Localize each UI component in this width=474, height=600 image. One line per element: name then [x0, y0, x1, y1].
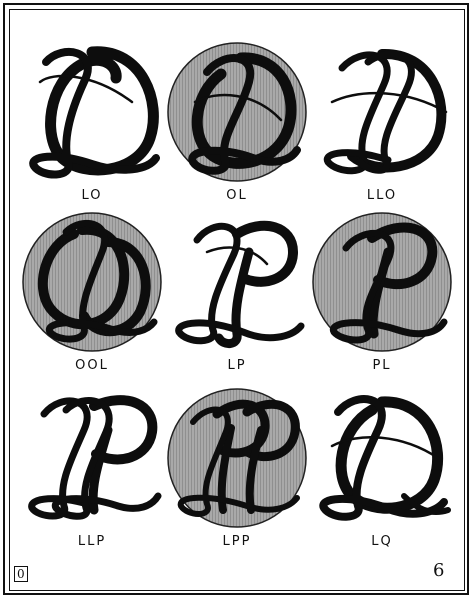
monogram-lpp-artwork: [167, 388, 307, 528]
monogram-cell-lq: LQ: [310, 388, 454, 568]
plate-number: 6: [433, 560, 445, 581]
monogram-llo-artwork: [323, 48, 448, 175]
monogram-pl-artwork: [312, 212, 452, 352]
monogram-cell-ool: OOL: [20, 212, 164, 392]
monogram-label: LLO: [366, 188, 398, 203]
flourish-stroke: [193, 93, 283, 122]
plate-mark-left: 0: [14, 566, 28, 582]
monogram-label: LQ: [371, 534, 393, 549]
flourish-stroke: [205, 246, 269, 266]
flourish-stroke: [330, 436, 440, 460]
monogram-cell-llo: LLO: [310, 42, 454, 222]
monogram-cell-lpp: LPP: [165, 388, 309, 568]
monogram-lp-artwork: [175, 220, 305, 348]
monogram-cell-llp: LLP: [20, 388, 164, 568]
letter-l-stroke: [177, 406, 300, 517]
monogram-lq-artwork: [319, 395, 451, 521]
monogram-lo-artwork: [29, 46, 160, 179]
flourish-stroke: [38, 74, 134, 104]
letter-l-stroke: [51, 397, 162, 520]
shaded-disc: [167, 388, 307, 528]
letter-p-bowl: [212, 399, 270, 458]
letter-l-stroke: [323, 51, 392, 175]
letter-p-bowl: [89, 395, 158, 465]
monogram-llp-artwork: [28, 395, 162, 520]
letter-p-stem: [245, 426, 265, 514]
letter-l-stroke: [175, 222, 305, 345]
monogram-label: LP: [227, 358, 247, 373]
plate-inner-border: [9, 9, 465, 591]
letter-l-stroke: [329, 229, 448, 344]
letter-p-bowl: [232, 220, 298, 287]
monogram-cell-lo: LO: [20, 42, 164, 222]
letter-p-stem: [214, 247, 254, 348]
letter-l-stroke: [45, 219, 158, 343]
monogram-ool-artwork: [22, 212, 162, 352]
letter-p-bowl: [242, 399, 300, 462]
letter-l-stroke: [356, 50, 415, 174]
monogram-label: OOL: [75, 358, 109, 373]
monogram-label: LLP: [77, 534, 107, 549]
letter-q-bowl: [335, 396, 444, 514]
monogram-label: PL: [372, 358, 392, 373]
monogram-label: LPP: [222, 534, 252, 549]
monogram-label: LO: [81, 188, 103, 203]
letter-l-stroke: [188, 54, 301, 175]
letter-p-bowl: [367, 222, 438, 289]
monogram-cell-lp: LP: [165, 212, 309, 392]
letter-l-stroke: [319, 395, 448, 521]
flourish-stroke: [330, 91, 448, 114]
letter-l-stroke: [29, 48, 160, 179]
monogram-cell-ol: OL: [165, 42, 309, 222]
monogram-label: OL: [226, 188, 248, 203]
monogram-ol-artwork: [167, 42, 307, 182]
monogram-cell-pl: PL: [310, 212, 454, 392]
plate-outer-border: [3, 3, 469, 595]
